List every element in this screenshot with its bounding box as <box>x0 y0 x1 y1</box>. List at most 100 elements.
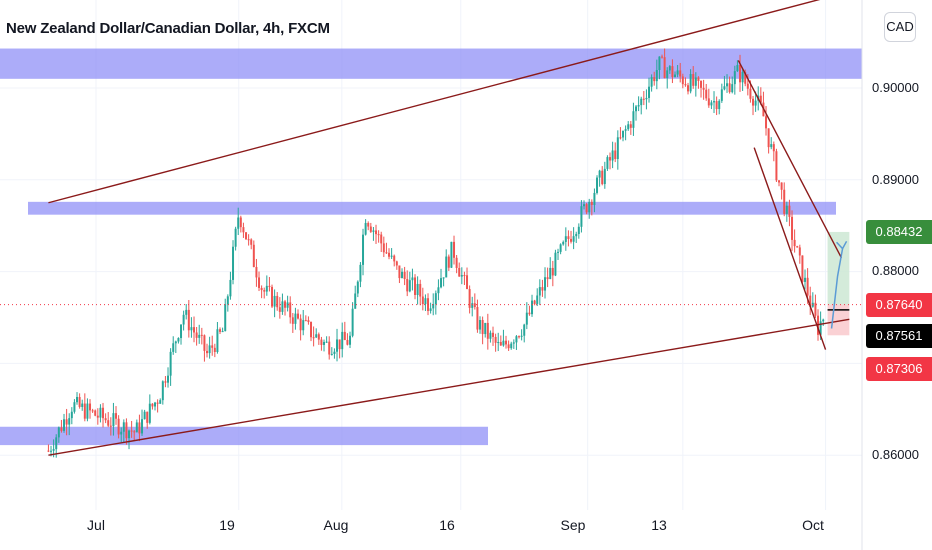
support-resistance-zones <box>0 48 862 446</box>
candle-body <box>239 217 242 228</box>
candle-body <box>778 180 781 183</box>
candle-body <box>499 342 502 346</box>
candle-body <box>549 267 552 280</box>
candle-body <box>341 331 344 350</box>
candle-body <box>333 351 336 354</box>
candle-body <box>554 252 557 276</box>
candle-body <box>432 304 435 309</box>
candle-body <box>546 277 549 280</box>
candle-body <box>83 403 86 419</box>
candle-body <box>788 205 791 217</box>
candle-body <box>237 217 240 229</box>
candle-body <box>593 192 596 205</box>
candle-body <box>125 422 128 439</box>
candle-body <box>819 321 822 335</box>
x-tick-label: 13 <box>651 517 667 533</box>
candle-body <box>63 419 66 431</box>
candle-body <box>229 279 232 297</box>
candle-body <box>195 332 198 338</box>
candle-body <box>551 267 554 276</box>
candle-body <box>50 450 53 452</box>
candle-body <box>172 343 175 352</box>
candle-body <box>304 320 307 322</box>
trendline <box>753 147 827 350</box>
x-tick-label: 16 <box>439 517 455 533</box>
currency-button[interactable]: CAD <box>884 12 916 42</box>
candle-body <box>128 430 131 439</box>
candle-body <box>585 204 588 213</box>
candle-body <box>403 271 406 280</box>
candle-body <box>687 85 690 92</box>
candle-body <box>349 335 352 345</box>
trendline <box>737 60 843 259</box>
y-tick-label: 0.86000 <box>872 447 919 462</box>
candle-body <box>263 290 266 292</box>
candle-body <box>73 402 76 412</box>
candle-body <box>624 129 627 131</box>
candle-body <box>505 340 508 345</box>
candle-body <box>336 339 339 352</box>
candle-body <box>635 106 638 112</box>
candle-body <box>351 308 354 336</box>
candle-body <box>661 56 664 58</box>
candle-body <box>650 77 653 87</box>
candle-body <box>411 277 414 281</box>
candle-body <box>775 151 778 181</box>
candle-body <box>447 256 450 268</box>
candle-body <box>692 74 695 86</box>
candle-body <box>523 324 526 336</box>
candle-body <box>372 230 375 232</box>
candle-body <box>211 345 214 348</box>
candle-body <box>221 331 224 333</box>
candle-body <box>414 277 417 295</box>
candle-body <box>68 418 71 425</box>
candle-body <box>151 403 154 407</box>
candle-body <box>679 70 682 77</box>
candle-body <box>627 124 630 130</box>
candle-body <box>234 228 237 247</box>
candle-body <box>164 381 167 383</box>
candle-body <box>57 427 60 438</box>
candle-body <box>252 244 255 267</box>
arrow-head <box>836 240 848 250</box>
stop-price-tag: 0.87306 <box>866 357 932 381</box>
candle-body <box>338 339 341 350</box>
current-price-tag: 0.87561 <box>866 324 932 348</box>
candle-body <box>245 232 248 240</box>
candle-body <box>632 111 635 128</box>
candle-body <box>302 320 305 331</box>
candle-body <box>785 205 788 214</box>
symbol-title: New Zealand Dollar/Canadian Dollar, 4h, … <box>6 20 330 37</box>
candle-body <box>198 334 201 338</box>
candle-body <box>580 206 583 227</box>
candle-body <box>528 312 531 315</box>
candle-body <box>538 287 541 296</box>
entry-price-tag: 0.87640 <box>866 293 932 317</box>
price-zone <box>0 426 488 446</box>
candle-body <box>278 307 281 312</box>
candle-body <box>122 422 125 432</box>
candle-body <box>739 64 742 83</box>
candle-body <box>642 98 645 100</box>
candle-body <box>572 236 575 242</box>
candle-body <box>720 89 723 101</box>
candle-body <box>375 230 378 235</box>
candle-body <box>479 320 482 330</box>
trendline <box>48 0 821 204</box>
candle-body <box>770 144 773 148</box>
candle-body <box>429 308 432 311</box>
candle-body <box>359 264 362 282</box>
candle-body <box>421 296 424 305</box>
candle-body <box>187 309 190 331</box>
candle-body <box>440 278 443 288</box>
candle-body <box>260 287 263 291</box>
candle-body <box>603 168 606 185</box>
candle-body <box>60 427 63 431</box>
candle-body <box>702 87 705 90</box>
candle-body <box>489 332 492 339</box>
candle-body <box>343 331 346 340</box>
candle-body <box>731 84 734 93</box>
candle-body <box>468 289 471 308</box>
candle-body <box>614 150 617 160</box>
